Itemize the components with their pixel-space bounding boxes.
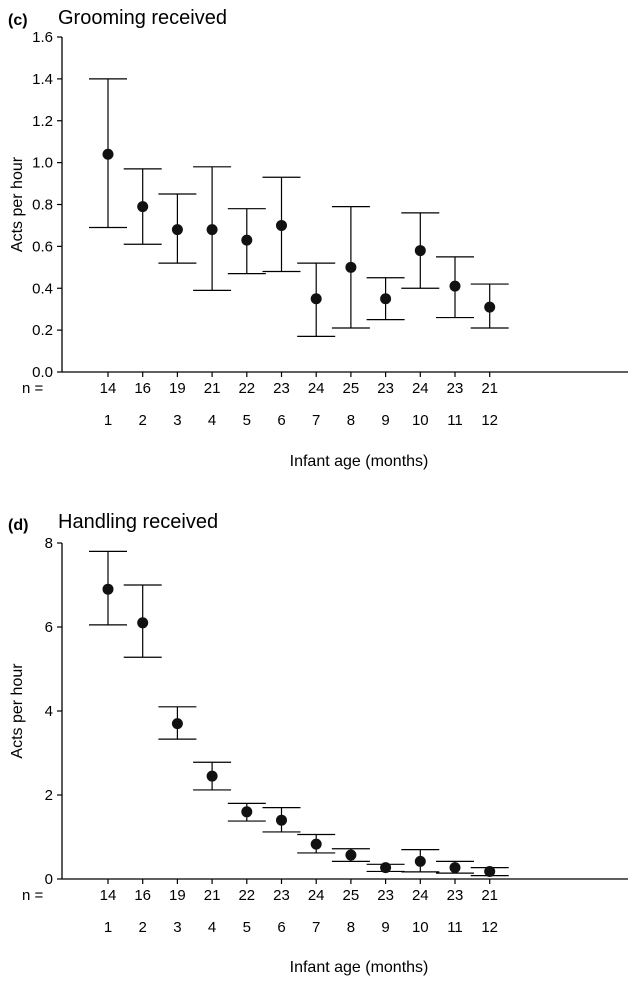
panel-letter: (c): [8, 12, 28, 29]
x-tick-label: 2: [139, 919, 147, 936]
x-tick-label: 5: [243, 919, 251, 936]
x-axis-label: Infant age (months): [290, 453, 429, 470]
n-count-label: 14: [100, 380, 117, 397]
x-tick-label: 1: [104, 412, 112, 429]
data-point: [310, 293, 322, 305]
chart-title: Handling received: [58, 511, 218, 533]
data-point: [276, 219, 287, 231]
x-tick-label: 12: [481, 919, 498, 936]
y-tick-label: 0.2: [32, 322, 53, 339]
n-count-label: 23: [273, 380, 290, 397]
data-point: [137, 617, 149, 629]
n-count-label: 25: [343, 887, 360, 904]
data-point: [449, 280, 461, 292]
n-count-label: 24: [308, 887, 325, 904]
x-tick-label: 7: [312, 919, 320, 936]
x-tick-label: 11: [447, 919, 463, 936]
x-tick-label: 3: [173, 412, 181, 429]
data-point: [484, 865, 496, 877]
y-tick-label: 2: [45, 787, 53, 804]
x-tick-label: 10: [412, 919, 429, 936]
x-tick-label: 8: [347, 919, 355, 936]
n-count-label: 21: [204, 380, 221, 397]
n-count-label: 24: [412, 380, 429, 397]
y-tick-label: 1.0: [32, 155, 53, 172]
n-count-label: 21: [481, 887, 498, 904]
x-tick-label: 7: [312, 412, 320, 429]
x-tick-label: 9: [381, 919, 389, 936]
x-tick-label: 9: [381, 412, 389, 429]
x-tick-label: 10: [412, 412, 429, 429]
y-tick-label: 1.6: [32, 29, 53, 46]
data-point: [171, 224, 183, 236]
n-count-label: 14: [100, 887, 117, 904]
data-point: [241, 806, 253, 818]
x-tick-label: 3: [173, 919, 181, 936]
x-tick-label: 2: [139, 412, 147, 429]
data-point: [137, 201, 149, 213]
x-tick-label: 12: [481, 412, 498, 429]
y-tick-label: 0.8: [32, 197, 53, 214]
data-point: [484, 301, 496, 313]
data-point: [102, 583, 114, 595]
data-point: [345, 261, 357, 273]
n-count-label: 19: [169, 380, 186, 397]
x-tick-label: 8: [347, 412, 355, 429]
n-count-label: 23: [377, 380, 394, 397]
n-count-label: 23: [273, 887, 290, 904]
data-point: [241, 234, 253, 246]
n-count-label: 16: [134, 887, 151, 904]
chart-title: Grooming received: [58, 7, 227, 29]
x-tick-label: 4: [208, 919, 216, 936]
n-count-label: 25: [343, 380, 360, 397]
data-point: [414, 855, 426, 867]
n-count-label: 24: [412, 887, 429, 904]
y-tick-label: 0.0: [32, 364, 53, 381]
panel-letter: (d): [8, 517, 28, 534]
y-tick-label: 4: [45, 703, 53, 720]
n-count-label: 23: [447, 380, 464, 397]
x-tick-label: 5: [243, 412, 251, 429]
y-tick-label: 8: [45, 535, 53, 552]
n-count-label: 19: [169, 887, 186, 904]
data-point: [380, 293, 392, 305]
y-axis-label: Acts per hour: [9, 663, 26, 759]
y-tick-label: 1.4: [32, 71, 53, 88]
n-count-label: 23: [377, 887, 394, 904]
n-count-label: 23: [447, 887, 464, 904]
data-point: [276, 814, 287, 826]
n-label: n =: [22, 380, 44, 397]
n-label: n =: [22, 887, 44, 904]
data-point: [414, 245, 426, 257]
y-tick-label: 0: [45, 871, 53, 888]
data-point: [310, 838, 322, 850]
data-point: [102, 148, 114, 160]
n-count-label: 24: [308, 380, 325, 397]
data-point: [171, 718, 183, 730]
n-count-label: 22: [238, 887, 255, 904]
data-point: [449, 862, 461, 874]
n-count-label: 16: [134, 380, 151, 397]
n-count-label: 22: [238, 380, 255, 397]
x-tick-label: 1: [104, 919, 112, 936]
x-axis-label: Infant age (months): [290, 959, 429, 976]
data-point: [380, 862, 392, 874]
grooming-panel: (c) Grooming received 0.0 0.2 0.4 0.6 0.8 1.0 1.…: [8, 7, 628, 470]
y-tick-label: 0.4: [32, 280, 53, 297]
n-count-label: 21: [204, 887, 221, 904]
y-tick-label: 0.6: [32, 238, 53, 255]
y-axis-label: Acts per hour: [9, 156, 26, 252]
x-tick-label: 6: [277, 919, 285, 936]
y-tick-label: 6: [45, 619, 53, 636]
y-tick-label: 1.2: [32, 113, 53, 130]
x-tick-label: 11: [447, 412, 463, 429]
x-tick-label: 4: [208, 412, 216, 429]
n-count-label: 21: [481, 380, 498, 397]
data-point: [206, 224, 218, 236]
x-tick-label: 6: [277, 412, 285, 429]
data-point: [206, 770, 218, 782]
data-point: [345, 849, 357, 861]
